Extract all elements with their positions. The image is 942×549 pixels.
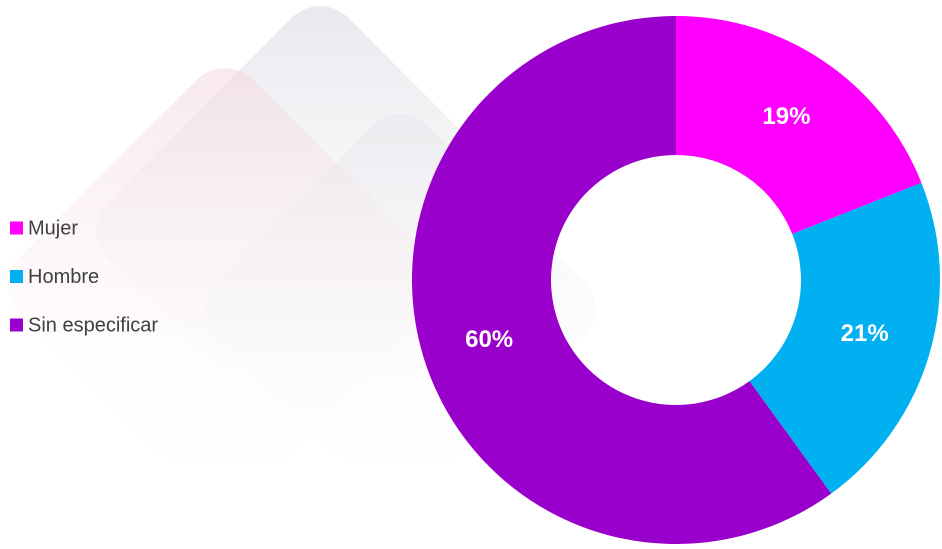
- slice: [749, 182, 940, 494]
- donut: 19% 21% 60%: [411, 16, 940, 545]
- value-label: 19%: [762, 103, 810, 130]
- legend-label: Mujer: [28, 217, 78, 239]
- legend-swatch: [10, 318, 23, 332]
- slice: [676, 16, 922, 234]
- legend-label: Hombre: [28, 266, 99, 288]
- value-label: 21%: [841, 320, 889, 347]
- legend-swatch: [10, 221, 23, 235]
- value-label: 60%: [465, 326, 513, 353]
- legend-swatch: [10, 270, 23, 283]
- legend: Mujer Hombre Sin especificar: [10, 217, 158, 336]
- legend-label: Sin especificar: [28, 314, 158, 336]
- slice: [411, 16, 832, 545]
